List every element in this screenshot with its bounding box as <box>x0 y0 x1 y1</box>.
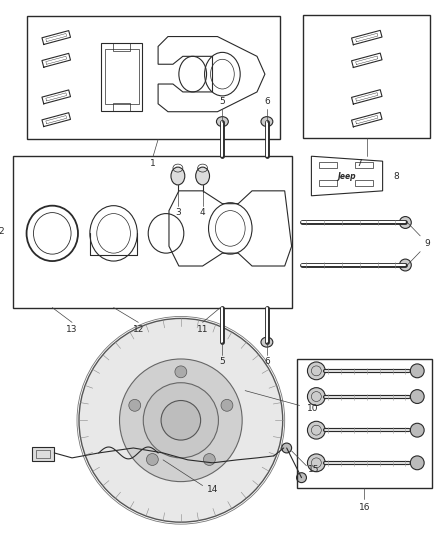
Ellipse shape <box>120 359 242 482</box>
Bar <box>319 162 337 168</box>
Bar <box>113 44 131 51</box>
Ellipse shape <box>79 318 283 522</box>
Text: 2: 2 <box>0 228 4 236</box>
Text: 5: 5 <box>219 98 225 106</box>
Bar <box>304 15 430 139</box>
Ellipse shape <box>399 259 411 271</box>
Text: 11: 11 <box>197 325 208 334</box>
Bar <box>32 447 54 461</box>
Text: 6: 6 <box>264 98 270 106</box>
Text: 1: 1 <box>150 159 156 168</box>
Ellipse shape <box>203 454 215 465</box>
Ellipse shape <box>261 117 273 126</box>
Text: 14: 14 <box>207 485 218 494</box>
Bar <box>319 180 337 186</box>
Text: 9: 9 <box>424 239 430 248</box>
Bar <box>13 156 292 308</box>
Ellipse shape <box>307 454 325 472</box>
Ellipse shape <box>196 167 209 185</box>
Text: 4: 4 <box>200 208 205 217</box>
Text: 7: 7 <box>356 159 362 168</box>
Ellipse shape <box>216 337 228 347</box>
Ellipse shape <box>261 337 273 347</box>
Bar <box>113 103 131 111</box>
Ellipse shape <box>221 399 233 411</box>
Text: 16: 16 <box>359 503 370 512</box>
Bar <box>36 450 50 458</box>
Bar <box>355 162 373 168</box>
Ellipse shape <box>410 390 424 403</box>
Text: 3: 3 <box>175 208 181 217</box>
Bar <box>105 50 139 104</box>
Ellipse shape <box>297 473 307 482</box>
Text: 15: 15 <box>307 465 319 474</box>
Ellipse shape <box>282 443 292 453</box>
Bar <box>297 359 432 488</box>
Ellipse shape <box>129 399 141 411</box>
Ellipse shape <box>175 366 187 378</box>
Ellipse shape <box>216 117 228 126</box>
Bar <box>355 180 373 186</box>
Ellipse shape <box>410 364 424 378</box>
Text: 6: 6 <box>264 358 270 367</box>
Ellipse shape <box>307 362 325 379</box>
Ellipse shape <box>410 423 424 437</box>
Text: 13: 13 <box>66 325 78 334</box>
Text: 10: 10 <box>307 404 318 413</box>
Ellipse shape <box>143 383 219 458</box>
Text: 8: 8 <box>394 172 399 181</box>
Ellipse shape <box>410 456 424 470</box>
Ellipse shape <box>146 454 158 465</box>
Ellipse shape <box>307 387 325 406</box>
Ellipse shape <box>307 421 325 439</box>
Bar <box>101 44 142 111</box>
Ellipse shape <box>399 216 411 229</box>
Text: 5: 5 <box>219 358 225 367</box>
Text: 12: 12 <box>133 325 144 334</box>
Ellipse shape <box>161 400 201 440</box>
Ellipse shape <box>171 167 185 185</box>
Text: Jeep: Jeep <box>338 172 357 181</box>
Bar <box>27 16 280 140</box>
